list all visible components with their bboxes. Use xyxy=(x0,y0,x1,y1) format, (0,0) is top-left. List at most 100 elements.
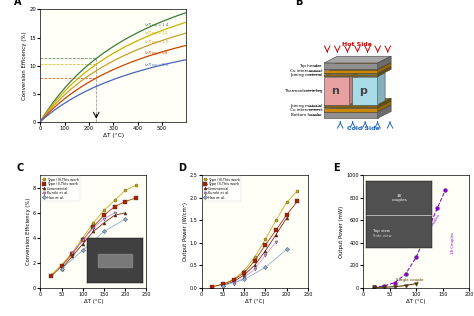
Commercial xyxy=(252,263,258,267)
Type (I)-This work xyxy=(59,264,64,268)
Type (I)-This work xyxy=(112,205,118,209)
Hao et al. xyxy=(241,277,247,281)
Type (II)-This work xyxy=(59,263,64,267)
Line: Hao et al.: Hao et al. xyxy=(60,217,127,270)
Hao et al. xyxy=(284,247,290,251)
Polygon shape xyxy=(324,74,378,76)
Type (II)-This work xyxy=(91,221,96,225)
Hao et al. xyxy=(220,284,226,288)
Hao et al. xyxy=(122,217,128,221)
Polygon shape xyxy=(324,67,391,74)
Hao et al. xyxy=(263,265,268,269)
X-axis label: ΔT (°C): ΔT (°C) xyxy=(103,133,124,138)
Type (I)-This work xyxy=(241,271,247,275)
Kuroki et al. xyxy=(231,282,237,286)
Commercial xyxy=(231,280,237,284)
Kuroki et al. xyxy=(91,226,96,230)
Text: Cu interconnect: Cu interconnect xyxy=(290,70,322,73)
Type (I)-This work xyxy=(252,259,258,263)
X-axis label: ΔT (°C): ΔT (°C) xyxy=(83,299,103,304)
Type (I)-This work xyxy=(220,283,226,286)
Polygon shape xyxy=(378,101,391,112)
Polygon shape xyxy=(378,105,391,118)
Type (II)-This work xyxy=(263,237,268,241)
Type (II)-This work xyxy=(241,269,247,272)
Commercial xyxy=(220,283,226,287)
Line: Type (II)-This work: Type (II)-This work xyxy=(49,184,137,276)
Legend: Type (II)-This work, Type (I)-This work, Commercial, Kuroki et al., Hao et al.: Type (II)-This work, Type (I)-This work,… xyxy=(203,176,241,201)
Text: 18 Couples: 18 Couples xyxy=(426,213,441,235)
Commercial xyxy=(112,213,118,217)
Text: Cold Side: Cold Side xyxy=(346,126,379,131)
Text: $(zT)_{avg}=$1.2: $(zT)_{avg}=$1.2 xyxy=(144,29,169,38)
Text: E: E xyxy=(333,163,340,173)
Polygon shape xyxy=(324,70,378,73)
X-axis label: ΔT (°C): ΔT (°C) xyxy=(406,299,426,304)
Polygon shape xyxy=(352,73,385,76)
Y-axis label: Conversion Efficiency (%): Conversion Efficiency (%) xyxy=(26,198,31,265)
Line: Kuroki et al.: Kuroki et al. xyxy=(232,240,278,285)
Text: A: A xyxy=(14,0,21,7)
Commercial xyxy=(263,249,268,253)
Type (I)-This work xyxy=(294,199,300,203)
Line: Commercial: Commercial xyxy=(60,211,127,270)
Hao et al. xyxy=(59,267,64,271)
Polygon shape xyxy=(324,98,391,105)
Line: Type (II)-This work: Type (II)-This work xyxy=(211,190,299,288)
Text: Hot Side: Hot Side xyxy=(343,42,373,47)
Type (II)-This work xyxy=(101,209,107,212)
Polygon shape xyxy=(378,56,391,69)
Polygon shape xyxy=(378,67,391,76)
Type (II)-This work xyxy=(69,251,75,255)
Text: 18 Couples: 18 Couples xyxy=(451,232,456,254)
Text: Cu interconnect: Cu interconnect xyxy=(290,108,322,112)
Text: Joining material: Joining material xyxy=(290,73,322,77)
Type (II)-This work xyxy=(48,273,54,277)
Hao et al. xyxy=(101,230,107,234)
Polygon shape xyxy=(378,73,385,105)
Line: Type (I)-This work: Type (I)-This work xyxy=(49,196,137,278)
Y-axis label: Output Power (W/cm²): Output Power (W/cm²) xyxy=(182,202,188,261)
Commercial xyxy=(101,221,107,225)
Type (I)-This work xyxy=(122,200,128,204)
Polygon shape xyxy=(378,63,391,73)
Type (I)-This work xyxy=(263,243,268,247)
Text: Single couple: Single couple xyxy=(396,278,423,283)
Type (II)-This work xyxy=(80,236,86,240)
Polygon shape xyxy=(324,63,391,70)
Kuroki et al. xyxy=(273,240,279,244)
Type (I)-This work xyxy=(231,278,237,282)
Text: Joining material: Joining material xyxy=(290,104,322,108)
Text: p: p xyxy=(360,86,367,95)
Polygon shape xyxy=(324,105,378,107)
Legend: Type (II)-This work, Type (I)-This work, Commercial, Kuroki et al., Hao et al.: Type (II)-This work, Type (I)-This work,… xyxy=(41,176,80,201)
Type (I)-This work xyxy=(80,238,86,242)
Polygon shape xyxy=(324,101,391,108)
Line: Type (I)-This work: Type (I)-This work xyxy=(211,200,299,288)
Type (II)-This work xyxy=(210,285,215,289)
Text: $(zT)_{avg}=$0.8: $(zT)_{avg}=$0.8 xyxy=(144,49,169,58)
Commercial xyxy=(91,230,96,234)
Commercial xyxy=(241,273,247,277)
Commercial xyxy=(59,267,64,271)
Type (II)-This work xyxy=(220,282,226,286)
Kuroki et al. xyxy=(263,253,268,257)
Polygon shape xyxy=(324,56,391,63)
Line: Commercial: Commercial xyxy=(221,216,288,287)
Polygon shape xyxy=(324,105,391,112)
Commercial xyxy=(284,216,290,220)
Text: Top header: Top header xyxy=(300,64,322,68)
Type (II)-This work xyxy=(284,200,290,204)
Text: Thermoelectric leg: Thermoelectric leg xyxy=(283,88,322,93)
Type (I)-This work xyxy=(91,225,96,228)
Kuroki et al. xyxy=(69,251,75,255)
Polygon shape xyxy=(324,112,378,118)
Text: B: B xyxy=(295,0,302,7)
Text: C: C xyxy=(17,163,24,173)
Type (II)-This work xyxy=(133,184,139,187)
Text: $(zT)_{avg}=$1.0: $(zT)_{avg}=$1.0 xyxy=(144,38,169,47)
Type (I)-This work xyxy=(101,213,107,217)
Type (I)-This work xyxy=(273,228,279,232)
Commercial xyxy=(122,211,128,215)
Polygon shape xyxy=(324,63,378,69)
